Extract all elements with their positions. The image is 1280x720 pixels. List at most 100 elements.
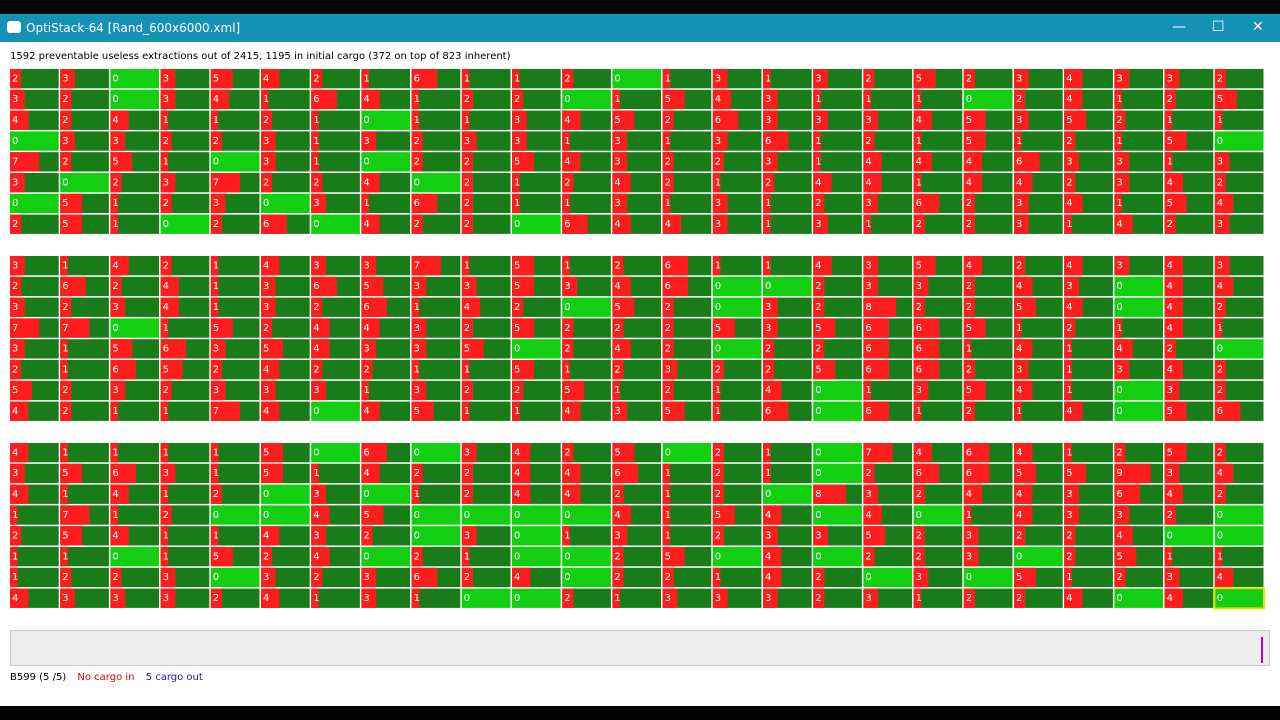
cell	[913, 131, 963, 151]
cell-load	[60, 401, 72, 421]
cell	[712, 297, 762, 317]
cell	[1214, 547, 1264, 567]
cell-load	[1114, 567, 1126, 588]
cell	[110, 276, 160, 297]
cell-label: 1	[564, 260, 570, 271]
cell-label: 3	[1066, 489, 1072, 500]
cell-load	[461, 360, 470, 380]
cell-load	[1064, 339, 1072, 359]
cell-load	[662, 214, 681, 234]
cell-load	[60, 547, 68, 567]
cell-load	[1164, 69, 1180, 89]
cell-label: 3	[1116, 177, 1122, 188]
cell-label: 2	[564, 73, 570, 84]
cell-label: 3	[564, 281, 570, 292]
cell-load	[1114, 256, 1130, 276]
cell-label: 4	[12, 593, 18, 604]
cell-load	[311, 297, 323, 317]
cell	[1164, 152, 1214, 172]
cell-label: 6	[112, 468, 118, 479]
cell	[1214, 110, 1264, 130]
cell-label: 5	[263, 447, 269, 458]
cell-label: 0	[514, 219, 520, 230]
cell-load	[1064, 193, 1083, 214]
cell-load	[10, 69, 22, 89]
cell-label: 0	[363, 115, 369, 126]
selected-cell	[1213, 587, 1266, 610]
cell-label: 4	[614, 344, 620, 355]
cell	[311, 443, 360, 463]
cell-label: 3	[112, 593, 118, 604]
cell	[60, 401, 109, 421]
cell-label: 1	[715, 572, 721, 583]
cell-load	[1164, 443, 1187, 463]
cell-load	[662, 360, 678, 380]
cell-label: 4	[263, 73, 269, 84]
cell-label: 3	[163, 468, 169, 479]
app-icon	[7, 21, 21, 33]
cell-label: 3	[665, 364, 671, 375]
cell-label: 2	[815, 593, 821, 604]
cell-label: 3	[916, 281, 922, 292]
cell-label: 2	[564, 323, 570, 334]
cell-label: 3	[414, 281, 420, 292]
maximize-button[interactable]: ☐	[1212, 19, 1225, 35]
cell-label: 6	[916, 323, 922, 334]
cell-load	[210, 339, 226, 359]
cell	[963, 401, 1013, 421]
cell-label: 2	[564, 177, 570, 188]
cell-label: 2	[414, 157, 420, 168]
cell-label: 2	[163, 510, 169, 521]
cell-load	[10, 484, 29, 504]
cell-load	[110, 360, 136, 380]
cell-label: 5	[1016, 468, 1022, 479]
cell-label: 2	[62, 94, 68, 105]
cell-load	[160, 276, 179, 297]
cell-load	[963, 463, 990, 484]
cell-label: 4	[765, 385, 771, 396]
cell	[512, 588, 561, 608]
cell-load	[913, 110, 932, 130]
cell-load	[1014, 588, 1026, 608]
cell-load	[311, 131, 319, 151]
close-button[interactable]: ✕	[1252, 19, 1264, 35]
cell	[411, 505, 461, 525]
cell-label: 3	[163, 94, 169, 105]
cell	[562, 339, 611, 359]
cell-label: 4	[514, 572, 520, 583]
cell-label: 2	[62, 572, 68, 583]
cell-load	[712, 484, 724, 504]
cell-load	[913, 276, 929, 297]
cell	[461, 463, 511, 484]
cell-label: 2	[665, 115, 671, 126]
cell-label: 1	[966, 510, 972, 521]
cell-label: 1	[715, 177, 721, 188]
cell-label: 4	[966, 177, 972, 188]
cell-label: 1	[414, 302, 420, 313]
cell-load	[160, 173, 176, 193]
cell-label: 2	[414, 551, 420, 562]
cell	[160, 443, 210, 463]
cell-load	[110, 505, 118, 525]
cell-load	[261, 152, 276, 172]
cell-load	[612, 131, 628, 151]
cell-label: 4	[1066, 260, 1072, 271]
cell-label: 3	[1116, 510, 1122, 521]
cell-label: 2	[614, 260, 620, 271]
cell-load	[1064, 401, 1083, 421]
cell-load	[712, 89, 732, 110]
cell-load	[411, 256, 441, 276]
cell-label: 1	[1066, 385, 1072, 396]
cell-label: 2	[1016, 593, 1022, 604]
cell	[813, 401, 862, 421]
cell-label: 3	[313, 198, 319, 209]
cell-label: 7	[213, 406, 219, 417]
cell-label: 3	[163, 572, 169, 583]
minimize-button[interactable]: —	[1172, 19, 1186, 35]
cell-load	[963, 214, 975, 234]
cell-label: 1	[765, 447, 771, 458]
cell-load	[10, 588, 29, 608]
cell-load	[411, 380, 427, 401]
cell-label: 2	[966, 593, 972, 604]
cell-label: 5	[665, 406, 671, 417]
